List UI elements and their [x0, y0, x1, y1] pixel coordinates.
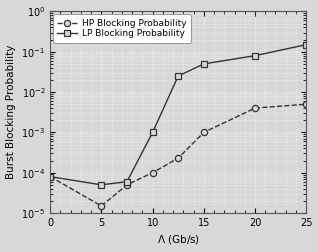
LP Blocking Probability — [253, 54, 257, 57]
HP Blocking Probability — [125, 183, 129, 186]
HP Blocking Probability — [48, 175, 52, 178]
LP Blocking Probability — [100, 183, 103, 186]
HP Blocking Probability — [100, 204, 103, 207]
HP Blocking Probability — [151, 171, 155, 174]
Legend: HP Blocking Probability, LP Blocking Probability: HP Blocking Probability, LP Blocking Pro… — [53, 14, 191, 43]
HP Blocking Probability — [253, 107, 257, 110]
LP Blocking Probability — [48, 175, 52, 178]
HP Blocking Probability — [202, 131, 206, 134]
LP Blocking Probability — [151, 131, 155, 134]
Line: LP Blocking Probability: LP Blocking Probability — [47, 42, 309, 188]
LP Blocking Probability — [125, 180, 129, 183]
Y-axis label: Burst Blocking Probability: Burst Blocking Probability — [5, 45, 16, 179]
HP Blocking Probability — [176, 157, 180, 160]
X-axis label: $\Lambda$ (Gb/s): $\Lambda$ (Gb/s) — [157, 233, 200, 246]
LP Blocking Probability — [202, 62, 206, 66]
HP Blocking Probability — [304, 103, 308, 106]
Line: HP Blocking Probability: HP Blocking Probability — [47, 101, 309, 209]
LP Blocking Probability — [304, 43, 308, 46]
LP Blocking Probability — [176, 75, 180, 78]
